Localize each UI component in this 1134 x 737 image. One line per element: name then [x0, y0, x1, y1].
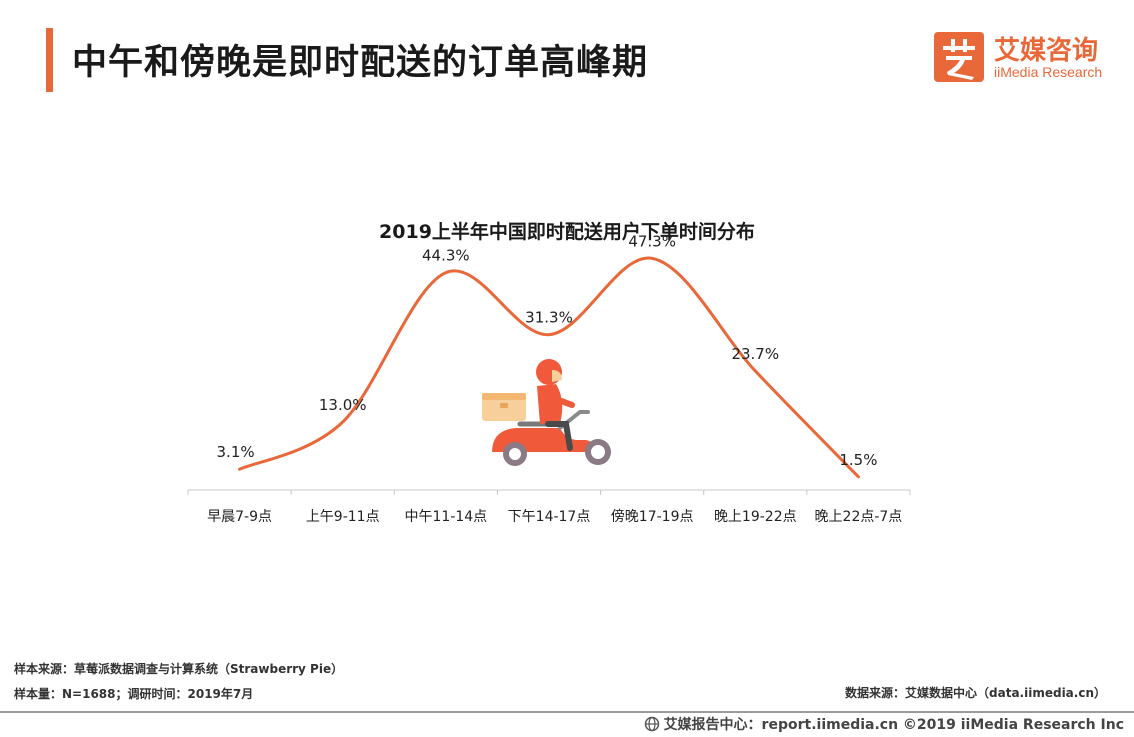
- series-line: [238, 256, 860, 479]
- ai-logo-icon: [934, 32, 984, 82]
- data-label: 1.5%: [839, 451, 877, 469]
- line-chart: 早晨7-9点 上午9-11点 中午11-14点 下午14-17点 傍晚17-19点 晚上1…: [187, 232, 911, 525]
- x-tick-label: 上午9-11点: [306, 509, 380, 525]
- data-label: 23.7%: [731, 345, 779, 363]
- copyright-text: 艾媒报告中心：report.iimedia.cn ©2019 iiMedia R…: [663, 717, 1124, 733]
- x-tick-label: 早晨7-9点: [207, 509, 272, 525]
- copyright-bar: 艾媒报告中心：report.iimedia.cn ©2019 iiMedia R…: [644, 714, 1124, 736]
- data-label: 3.1%: [217, 443, 255, 461]
- title-accent-bar: [46, 28, 53, 92]
- chart-title: 2019上半年中国即时配送用户下单时间分布: [379, 221, 755, 243]
- page-title: 中午和傍晚是即时配送的订单高峰期: [72, 43, 649, 83]
- data-label: 44.3%: [422, 247, 470, 265]
- sample-size-note: 样本量：N=1688；调研时间：2019年7月: [14, 687, 254, 701]
- data-label: 47.3%: [628, 232, 676, 250]
- footer-divider: [0, 711, 1134, 713]
- data-label: 13.0%: [319, 396, 367, 414]
- data-source-note: 数据来源：艾媒数据中心（data.iimedia.cn）: [845, 686, 1106, 700]
- data-label: 31.3%: [525, 309, 573, 327]
- x-tick-label: 傍晚17-19点: [611, 508, 694, 525]
- x-tick-label: 晚上22点-7点: [815, 509, 903, 525]
- brand-logo: 艾媒咨询 iiMedia Research: [934, 30, 1114, 86]
- globe-icon: [644, 716, 660, 736]
- logo-chinese-text: 艾媒咨询: [994, 36, 1099, 66]
- x-tick-label: 晚上19-22点: [714, 509, 797, 525]
- x-tick-label: 中午11-14点: [405, 509, 488, 525]
- scooter-rider-icon: [482, 359, 611, 466]
- logo-english-text: iiMedia Research: [994, 64, 1103, 80]
- sample-source-note: 样本来源：草莓派数据调查与计算系统（Strawberry Pie）: [14, 662, 344, 676]
- x-tick-label: 下午14-17点: [508, 509, 591, 525]
